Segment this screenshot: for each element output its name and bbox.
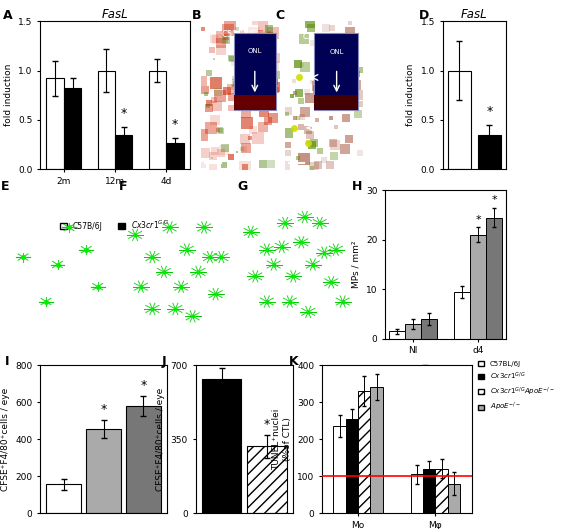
Bar: [370, 387, 383, 513]
Legend: C57B/6J, $Cx3cr1^{G/G}$: C57B/6J, $Cx3cr1^{G/G}$: [448, 212, 500, 236]
Text: I: I: [5, 354, 9, 368]
Text: E: E: [1, 180, 10, 193]
Title: FasL: FasL: [102, 8, 128, 21]
Text: A: A: [3, 10, 13, 22]
Text: $Fas^{lpr/lpr}$: $Fas^{lpr/lpr}$: [283, 198, 315, 210]
Legend: C57B/6J, $Cx3cr1^{G/G}$: C57B/6J, $Cx3cr1^{G/G}$: [60, 218, 170, 231]
Text: *: *: [264, 418, 270, 431]
Bar: [334, 426, 346, 513]
Bar: [115, 135, 132, 169]
Bar: [98, 70, 115, 169]
Bar: [435, 469, 448, 513]
Bar: [47, 78, 64, 169]
Bar: [405, 324, 421, 339]
Text: $Cx3cr1^{G/G}$: $Cx3cr1^{G/G}$: [302, 30, 344, 42]
Legend: C57BL/6J, $FasL^{gld/gld}$, $Fas^{lpr/lpr}$: C57BL/6J, $FasL^{gld/gld}$, $Fas^{lpr/lp…: [423, 364, 469, 400]
Text: C: C: [275, 10, 285, 22]
Text: *: *: [172, 118, 178, 131]
Bar: [314, 95, 358, 110]
Bar: [149, 70, 166, 169]
Bar: [346, 419, 358, 513]
Text: G: G: [237, 180, 247, 193]
Bar: [478, 135, 501, 169]
Text: $FasL^{gld/gld}$: $FasL^{gld/gld}$: [162, 198, 200, 210]
Bar: [247, 446, 287, 513]
Bar: [234, 33, 276, 110]
Text: *: *: [492, 195, 497, 205]
Bar: [202, 379, 242, 513]
Y-axis label: TUNEL⁺nuclei
(%of CTL): TUNEL⁺nuclei (%of CTL): [272, 408, 292, 470]
Text: ONL: ONL: [248, 48, 262, 54]
Bar: [448, 484, 460, 513]
Bar: [126, 406, 161, 513]
Bar: [421, 319, 437, 339]
Bar: [454, 291, 470, 339]
Text: K: K: [289, 354, 299, 368]
Y-axis label: MPs / mm²: MPs / mm²: [351, 241, 361, 288]
Bar: [166, 143, 183, 169]
Bar: [314, 33, 358, 110]
Y-axis label: fold induction: fold induction: [3, 64, 13, 126]
Text: *: *: [121, 107, 127, 120]
Bar: [234, 95, 276, 110]
Bar: [470, 235, 486, 339]
Text: J: J: [161, 354, 166, 368]
Text: *: *: [101, 403, 106, 416]
Text: *: *: [476, 214, 481, 224]
Bar: [86, 429, 121, 513]
Text: ONL: ONL: [329, 49, 344, 55]
Bar: [411, 474, 423, 513]
Text: *: *: [486, 105, 492, 118]
Text: F: F: [119, 180, 128, 193]
Bar: [423, 469, 435, 513]
Y-axis label: fold induction: fold induction: [406, 64, 415, 126]
Text: C57BL/6J: C57BL/6J: [46, 198, 80, 207]
Legend: C57BL/6J, $Cx3cr1^{G/G}$, $Cx3cr1^{G/G}ApoE^{-/-}$, $ApoE^{-/-}$: C57BL/6J, $Cx3cr1^{G/G}$, $Cx3cr1^{G/G}A…: [478, 361, 555, 413]
Text: D: D: [419, 10, 429, 22]
Bar: [448, 70, 471, 169]
Text: *: *: [140, 379, 147, 392]
Bar: [46, 485, 81, 513]
Y-axis label: CFSE⁺F4/80⁺cells / eye: CFSE⁺F4/80⁺cells / eye: [156, 387, 165, 491]
Bar: [389, 331, 405, 339]
Text: C57BL/6J: C57BL/6J: [221, 30, 259, 39]
Bar: [358, 391, 370, 513]
Bar: [64, 88, 82, 169]
Text: H: H: [351, 180, 362, 193]
Title: FasL: FasL: [461, 8, 488, 21]
Y-axis label: CFSE⁺F4/80⁺cells / eye: CFSE⁺F4/80⁺cells / eye: [1, 387, 10, 491]
Bar: [486, 217, 503, 339]
Text: B: B: [192, 10, 201, 22]
